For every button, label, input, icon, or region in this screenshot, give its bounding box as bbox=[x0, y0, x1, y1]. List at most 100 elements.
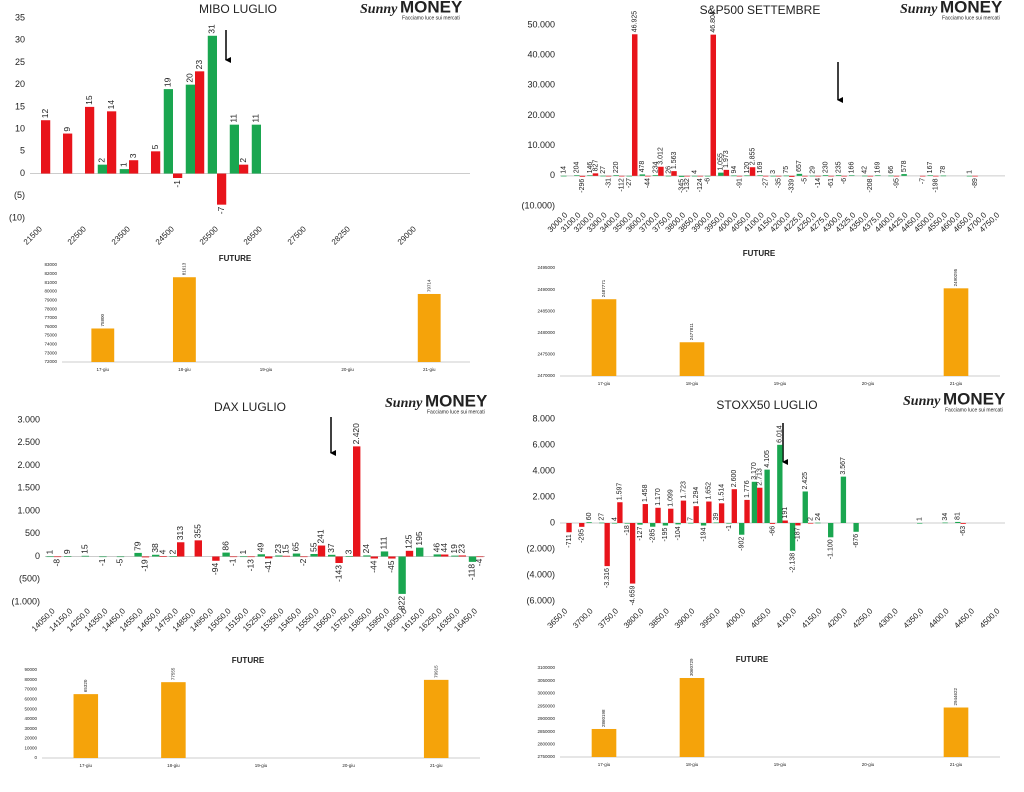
y-tick-label: 20 bbox=[15, 79, 25, 89]
data-label: -676 bbox=[853, 534, 860, 548]
y-tick-label: 2800000 bbox=[537, 741, 555, 746]
future-title: FUTURE bbox=[219, 254, 252, 263]
data-label: 94 bbox=[731, 166, 738, 174]
bar bbox=[639, 174, 646, 176]
logo-script: Sunny bbox=[385, 396, 423, 411]
data-label: 11 bbox=[229, 114, 239, 123]
bar bbox=[815, 522, 821, 524]
data-label: 1.294 bbox=[693, 487, 700, 505]
bar bbox=[770, 175, 776, 177]
bar bbox=[587, 175, 593, 176]
logo-tagline: Facciamo luce sui mercati bbox=[945, 407, 1003, 413]
bar bbox=[81, 555, 89, 557]
data-label: 15 bbox=[281, 544, 291, 554]
x-tick-label: 4350,0 bbox=[902, 606, 926, 630]
data-label: 23 bbox=[194, 60, 204, 70]
data-label: 2477811 bbox=[689, 323, 694, 341]
data-label: 77555 bbox=[171, 667, 176, 680]
bar bbox=[194, 540, 202, 557]
bar bbox=[718, 503, 725, 523]
bar bbox=[129, 160, 139, 174]
y-tick-label: (500) bbox=[19, 574, 40, 584]
bar bbox=[927, 175, 934, 176]
data-label: 111 bbox=[379, 536, 389, 549]
bar bbox=[966, 175, 973, 177]
bar bbox=[828, 175, 834, 177]
bar bbox=[574, 175, 580, 176]
bar bbox=[789, 175, 795, 177]
data-label: 2 bbox=[238, 158, 248, 163]
data-label: 1.723 bbox=[680, 481, 687, 499]
bar bbox=[652, 175, 659, 176]
data-label: 15 bbox=[80, 544, 90, 554]
data-label: 14 bbox=[561, 166, 568, 174]
y-tick-label: 6.000 bbox=[532, 439, 555, 449]
bar bbox=[300, 556, 308, 558]
bar bbox=[875, 175, 881, 176]
data-label: 20 bbox=[185, 73, 195, 83]
bar bbox=[731, 175, 737, 177]
bar bbox=[468, 556, 477, 562]
data-label: -44 bbox=[645, 178, 652, 188]
x-tick-label: 4200,0 bbox=[825, 606, 849, 630]
x-tick-label: 24500 bbox=[154, 224, 176, 246]
data-label: 46.804 bbox=[710, 11, 717, 33]
bar bbox=[292, 553, 301, 557]
y-tick-label: 30.000 bbox=[527, 80, 555, 90]
bar bbox=[736, 175, 743, 177]
bar bbox=[159, 556, 167, 557]
data-label: -45 bbox=[386, 560, 396, 573]
logo-tagline: Facciamo luce sui mercati bbox=[427, 409, 485, 415]
data-label: 24 bbox=[361, 544, 371, 554]
y-tick-label: 75000 bbox=[44, 333, 57, 338]
data-label: -132 bbox=[684, 178, 691, 192]
data-label: -2 bbox=[298, 558, 308, 566]
bar bbox=[207, 35, 217, 174]
bar bbox=[405, 550, 414, 557]
data-label: 4 bbox=[611, 517, 618, 521]
logo-name: MONEY bbox=[425, 391, 488, 410]
data-label: 3 bbox=[770, 170, 777, 174]
data-label: 1.563 bbox=[671, 151, 678, 169]
x-tick-label: 17-giu bbox=[598, 762, 611, 767]
bar bbox=[629, 523, 636, 584]
data-label: 3.567 bbox=[840, 457, 847, 475]
x-tick-label: 3950,0 bbox=[698, 606, 722, 630]
data-label: -1 bbox=[172, 180, 182, 188]
bar bbox=[592, 173, 599, 176]
bar bbox=[637, 523, 643, 525]
bar bbox=[317, 545, 326, 557]
data-label: 46 bbox=[432, 543, 442, 553]
y-tick-label: 25 bbox=[15, 57, 25, 67]
bar bbox=[955, 521, 961, 523]
bar bbox=[739, 523, 745, 535]
bar bbox=[972, 175, 978, 177]
data-label: 4.105 bbox=[764, 450, 771, 468]
data-label: -14 bbox=[815, 178, 822, 188]
bar bbox=[688, 522, 694, 524]
bar bbox=[680, 500, 687, 523]
bar bbox=[783, 175, 790, 177]
data-label: 146 bbox=[587, 162, 594, 174]
bar bbox=[835, 175, 842, 176]
y-tick-label: 1.500 bbox=[17, 483, 40, 493]
data-label: 79915 bbox=[433, 665, 438, 678]
y-tick-label: 40.000 bbox=[527, 50, 555, 60]
data-label: -8 bbox=[52, 559, 62, 567]
chart-title: STOXX50 LUGLIO bbox=[716, 398, 817, 412]
bar bbox=[700, 523, 707, 526]
x-tick-label: 3800,0 bbox=[622, 606, 646, 630]
data-label: 38 bbox=[150, 543, 160, 553]
y-tick-label: 77000 bbox=[44, 315, 57, 320]
data-label: 125 bbox=[404, 534, 414, 548]
bar bbox=[222, 552, 230, 557]
data-label: 1.170 bbox=[655, 488, 662, 506]
data-label: -1 bbox=[228, 558, 238, 566]
data-label: 15 bbox=[84, 95, 94, 105]
data-label: 355 bbox=[193, 524, 203, 538]
data-label: 46.925 bbox=[632, 11, 639, 33]
y-tick-label: 10 bbox=[15, 123, 25, 133]
logo-script: Sunny bbox=[360, 2, 398, 17]
data-label: 23 bbox=[273, 544, 283, 554]
